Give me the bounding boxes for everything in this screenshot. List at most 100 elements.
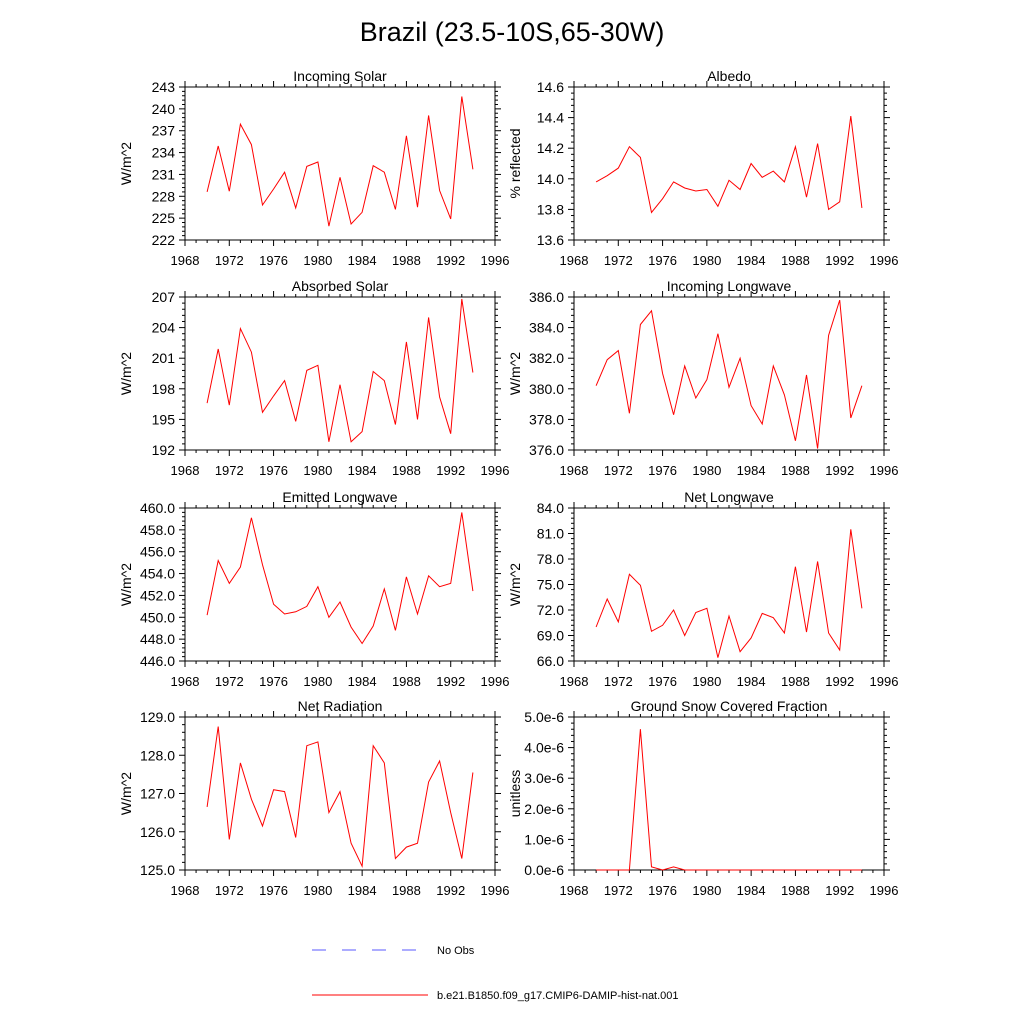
albedo-xtick-label: 1988 <box>781 253 810 268</box>
emitted-longwave-ytick-label: 458.0 <box>140 522 175 538</box>
emitted-longwave-ytick-label: 454.0 <box>140 566 175 582</box>
incoming-solar-ytick-label: 231 <box>152 166 176 182</box>
net-radiation-xtick-label: 1980 <box>303 883 332 898</box>
incoming-solar-xtick-label: 1968 <box>171 253 200 268</box>
emitted-longwave-ytick-label: 448.0 <box>140 631 175 647</box>
incoming-solar-series-line <box>206 96 474 227</box>
net-longwave-xtick-label: 1992 <box>825 674 854 689</box>
emitted-longwave-xtick-label: 1968 <box>171 674 200 689</box>
net-longwave-xtick-label: 1984 <box>737 674 766 689</box>
ground-snow-ylabel: unitless <box>507 770 523 817</box>
absorbed-solar-xtick-label: 1972 <box>215 463 244 478</box>
absorbed-solar-series-line <box>206 298 474 443</box>
emitted-longwave-ylabel: W/m^2 <box>118 563 134 606</box>
absorbed-solar-xtick-label: 1980 <box>303 463 332 478</box>
legend-no-obs-label: No Obs <box>437 945 475 957</box>
emitted-longwave-xtick-label: 1996 <box>481 674 510 689</box>
net-radiation-xtick-label: 1968 <box>171 883 200 898</box>
net-radiation-xtick-label: 1988 <box>392 883 421 898</box>
emitted-longwave-ytick-label: 456.0 <box>140 544 175 560</box>
net-longwave-ytick-label: 75.0 <box>537 577 564 593</box>
albedo-xtick-label: 1968 <box>560 253 589 268</box>
incoming-longwave-xtick-label: 1976 <box>648 463 677 478</box>
incoming-solar-xtick-label: 1984 <box>348 253 377 268</box>
net-longwave-ytick-label: 84.0 <box>537 500 564 516</box>
albedo-title: Albedo <box>707 68 751 84</box>
panel-net-longwave: Net Longwave W/m^2 1968 1972 1976 1980 1984 198… <box>507 489 898 689</box>
incoming-longwave-xtick-label: 1968 <box>560 463 589 478</box>
albedo-ytick-label: 14.2 <box>537 140 564 156</box>
albedo-xtick-label: 1976 <box>648 253 677 268</box>
net-longwave-xtick-label: 1988 <box>781 674 810 689</box>
emitted-longwave-title: Emitted Longwave <box>282 489 397 505</box>
albedo-xtick-label: 1992 <box>825 253 854 268</box>
absorbed-solar-ytick-label: 192 <box>152 442 176 458</box>
incoming-longwave-ytick-label: 384.0 <box>529 320 564 336</box>
albedo-ylabel: % reflected <box>507 128 523 198</box>
emitted-longwave-ytick-label: 460.0 <box>140 500 175 516</box>
net-longwave-ytick-label: 66.0 <box>537 653 564 669</box>
albedo-series-line <box>595 116 863 214</box>
absorbed-solar-xtick-label: 1976 <box>259 463 288 478</box>
ground-snow-xtick-label: 1992 <box>825 883 854 898</box>
net-radiation-ytick-label: 126.0 <box>140 824 175 840</box>
incoming-solar-ytick-label: 234 <box>152 145 176 161</box>
albedo-ytick-label: 13.8 <box>537 201 564 217</box>
net-radiation-xtick-label: 1984 <box>348 883 377 898</box>
emitted-longwave-series-line <box>206 512 474 645</box>
ground-snow-series-line <box>596 729 862 871</box>
incoming-longwave-ytick-label: 386.0 <box>529 289 564 305</box>
panel-absorbed-solar: Absorbed Solar W/m^2 1968 1972 1976 1980 1984 1… <box>118 278 509 478</box>
emitted-longwave-ytick-label: 450.0 <box>140 609 175 625</box>
net-longwave-ytick-label: 69.0 <box>537 628 564 644</box>
ground-snow-xtick-label: 1988 <box>781 883 810 898</box>
incoming-longwave-xtick-label: 1980 <box>692 463 721 478</box>
incoming-solar-ytick-label: 243 <box>152 79 176 95</box>
incoming-solar-ytick-label: 237 <box>152 123 176 139</box>
incoming-longwave-ylabel: W/m^2 <box>507 352 523 395</box>
incoming-longwave-xtick-label: 1996 <box>870 463 899 478</box>
net-radiation-ytick-label: 125.0 <box>140 862 175 878</box>
emitted-longwave-xtick-label: 1972 <box>215 674 244 689</box>
panel-incoming-solar: Incoming Solar W/m^2 1968 1972 1976 1980 1984 1… <box>118 68 509 268</box>
panels: Incoming Solar W/m^2 1968 1972 1976 1980 1984 1… <box>118 68 898 898</box>
incoming-longwave-ytick-label: 382.0 <box>529 350 564 366</box>
ground-snow-plot-frame <box>573 716 885 871</box>
incoming-solar-ytick-label: 222 <box>152 232 176 248</box>
absorbed-solar-ytick-label: 201 <box>152 350 176 366</box>
albedo-ytick-label: 13.6 <box>537 232 564 248</box>
net-longwave-title: Net Longwave <box>684 489 774 505</box>
absorbed-solar-ytick-label: 195 <box>152 411 176 427</box>
ground-snow-xtick-label: 1976 <box>648 883 677 898</box>
net-radiation-ytick-label: 128.0 <box>140 747 175 763</box>
albedo-xtick-label: 1972 <box>604 253 633 268</box>
net-longwave-ytick-label: 72.0 <box>537 602 564 618</box>
ground-snow-xtick-label: 1984 <box>737 883 766 898</box>
absorbed-solar-xtick-label: 1984 <box>348 463 377 478</box>
net-longwave-ytick-label: 78.0 <box>537 551 564 567</box>
albedo-xtick-label: 1996 <box>870 253 899 268</box>
figure-title: Brazil (23.5-10S,65-30W) <box>360 17 665 47</box>
incoming-longwave-xtick-label: 1992 <box>825 463 854 478</box>
absorbed-solar-ytick-label: 198 <box>152 381 176 397</box>
incoming-solar-plot-frame <box>184 86 496 241</box>
net-radiation-ytick-label: 129.0 <box>140 709 175 725</box>
incoming-longwave-series-line <box>595 299 863 449</box>
absorbed-solar-xtick-label: 1992 <box>436 463 465 478</box>
albedo-ytick-label: 14.6 <box>537 79 564 95</box>
panel-net-radiation: Net Radiation W/m^2 1968 1972 1976 1980 1984 19… <box>118 698 509 898</box>
net-longwave-plot-frame <box>573 507 885 662</box>
ground-snow-ytick-label: 3.0e-6 <box>524 770 564 786</box>
net-longwave-ylabel: W/m^2 <box>507 563 523 606</box>
incoming-solar-ylabel: W/m^2 <box>118 142 134 185</box>
incoming-solar-ytick-label: 228 <box>152 188 176 204</box>
emitted-longwave-ytick-label: 446.0 <box>140 653 175 669</box>
net-longwave-xtick-label: 1968 <box>560 674 589 689</box>
net-longwave-series-line <box>595 529 863 658</box>
albedo-xtick-label: 1984 <box>737 253 766 268</box>
net-radiation-xtick-label: 1976 <box>259 883 288 898</box>
net-radiation-series-line <box>206 726 474 869</box>
albedo-ytick-label: 14.4 <box>537 110 564 126</box>
net-radiation-xtick-label: 1972 <box>215 883 244 898</box>
